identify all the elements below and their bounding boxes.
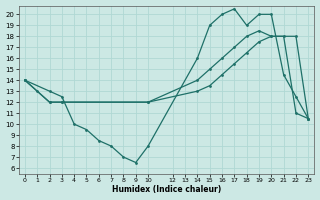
- X-axis label: Humidex (Indice chaleur): Humidex (Indice chaleur): [112, 185, 221, 194]
